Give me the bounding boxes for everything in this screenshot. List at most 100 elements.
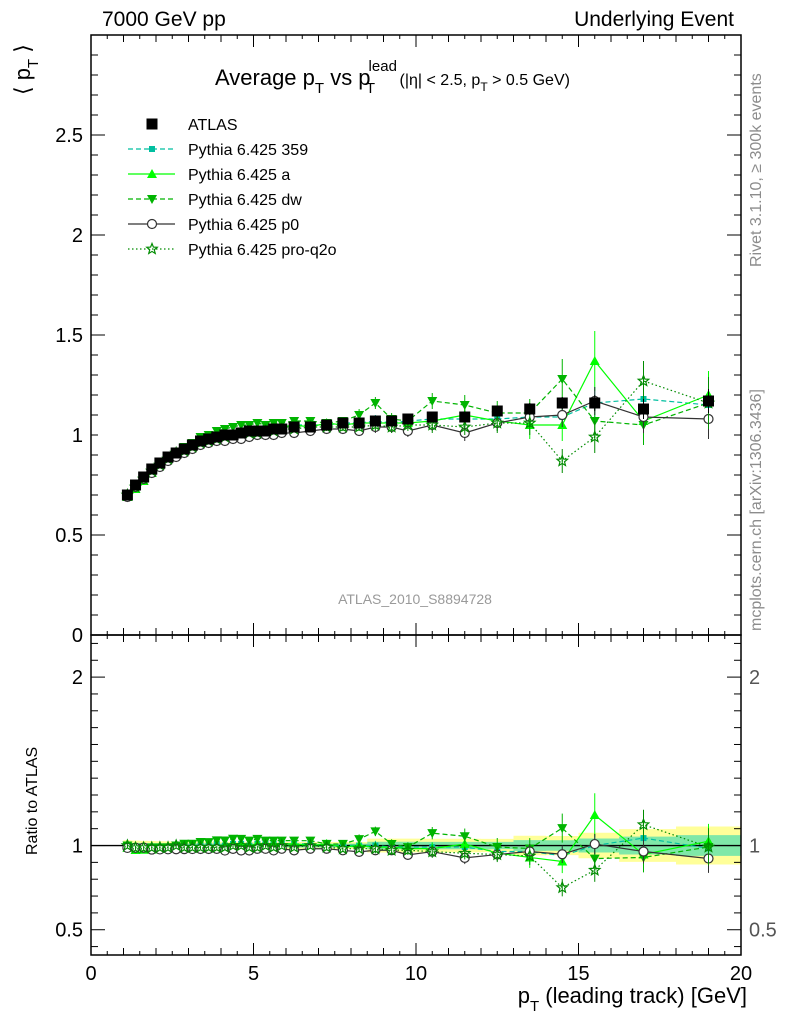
legend-item: Pythia 6.425 dw [128,192,302,209]
y-tick-label-right: 2 [749,667,760,689]
main-series-layer [120,331,716,503]
ratio-point [457,846,472,860]
ratio-point [557,824,568,834]
y-tick-label-right: 0.5 [749,920,777,942]
ratio-point [169,838,183,852]
legend-label: ATLAS [188,117,238,134]
data-point [235,427,247,439]
data-point [236,421,247,430]
analysis-label: ATLAS_2010_S8894728 [338,591,492,607]
data-point [370,399,381,408]
ratio-point [384,843,399,857]
ratio-point [701,839,716,853]
data-point [638,403,649,415]
series-line [126,400,709,498]
data-point [703,395,714,407]
ratio-point [352,841,366,855]
chart-title: Average pT vs plead T (|η| < 2.5, pT > 0.… [215,58,570,97]
legend: ATLAS Pythia 6.425 359 Pythia 6.425 a Pythi… [128,117,337,259]
data-point [154,457,166,469]
data-point [589,397,601,409]
ratio-point [587,863,602,876]
data-point [557,375,568,384]
data-point [227,429,239,441]
ratio-line [127,827,709,860]
ratio-point [636,817,651,831]
x-tick-label: 5 [248,963,259,985]
x-axis-label: pT (leading track) [GeV] [518,983,747,1015]
ratio-point [522,848,537,862]
ratio-series-layer [120,793,716,897]
data-point [146,463,158,475]
series-pythia-6-425-a [122,331,714,501]
legend-item: Pythia 6.425 359 [128,142,308,159]
data-point [288,421,300,433]
ratio-point [120,838,135,852]
data-point [260,425,272,437]
ratio-point [368,841,383,855]
y-tick-label: 0.5 [55,525,83,547]
ratio-point [589,838,600,850]
ratio-point [234,838,248,852]
legend-marker [147,169,157,178]
data-point [427,397,438,406]
legend-marker [147,195,157,204]
data-point [490,415,505,429]
data-point [457,419,472,433]
data-point [636,373,651,387]
ratio-point [258,838,273,852]
series-line [126,398,709,498]
x-tick-label: 10 [405,963,427,985]
y-tick-label: 2 [72,225,83,247]
data-point [587,429,602,443]
ratio-line [127,837,709,857]
ratio-series-pythia-6-425-pro-q2o [120,809,716,897]
legend-marker [145,241,159,255]
x-tick-label: 0 [85,963,96,985]
data-point [252,419,263,428]
legend-label: Pythia 6.425 p0 [188,217,299,234]
ratio-point [425,844,440,858]
y-tick-label: 1 [72,836,83,858]
series-pythia-6-425-pro-q2o [120,361,716,501]
data-point [162,451,174,463]
rivet-version-label: Rivet 3.1.10, ≥ 300k events [748,73,765,267]
data-point [276,423,288,435]
ratio-y-axis-label: Ratio to ATLAS [24,747,41,855]
legend-item: ATLAS [146,117,238,134]
data-point [138,471,150,483]
legend-marker [149,146,155,152]
ratio-point [557,849,568,860]
ratio-point [490,847,505,861]
data-point [203,433,215,445]
collision-label: 7000 GeV pp [102,8,226,31]
main-y-axis-label: ⟨ pT ⟩ [10,44,42,95]
ratio-point [303,838,318,852]
data-point [557,409,568,421]
legend-label: Pythia 6.425 a [188,167,290,184]
data-point [386,415,398,427]
data-point [195,435,207,447]
data-point [186,439,198,451]
y-tick-label: 0 [72,625,83,647]
x-tick-label: 15 [567,963,589,985]
ratio-point [589,810,600,820]
data-point [251,425,263,437]
data-point [219,429,231,441]
data-point [321,419,333,431]
data-point [243,425,255,437]
data-point [337,417,349,429]
ratio-axes: 0 5 10 15 20 0.5 0.5 1 1 2 2 [55,634,777,985]
ratio-frame [90,634,742,956]
data-point [555,453,570,467]
data-point [426,411,438,423]
ratio-point [638,846,649,857]
data-point [178,443,190,455]
legend-label: Pythia 6.425 dw [188,192,302,209]
data-point [228,423,239,432]
data-point [459,401,470,410]
ratio-point [401,843,415,856]
ratio-point [319,840,334,853]
ratio-point [274,838,289,852]
